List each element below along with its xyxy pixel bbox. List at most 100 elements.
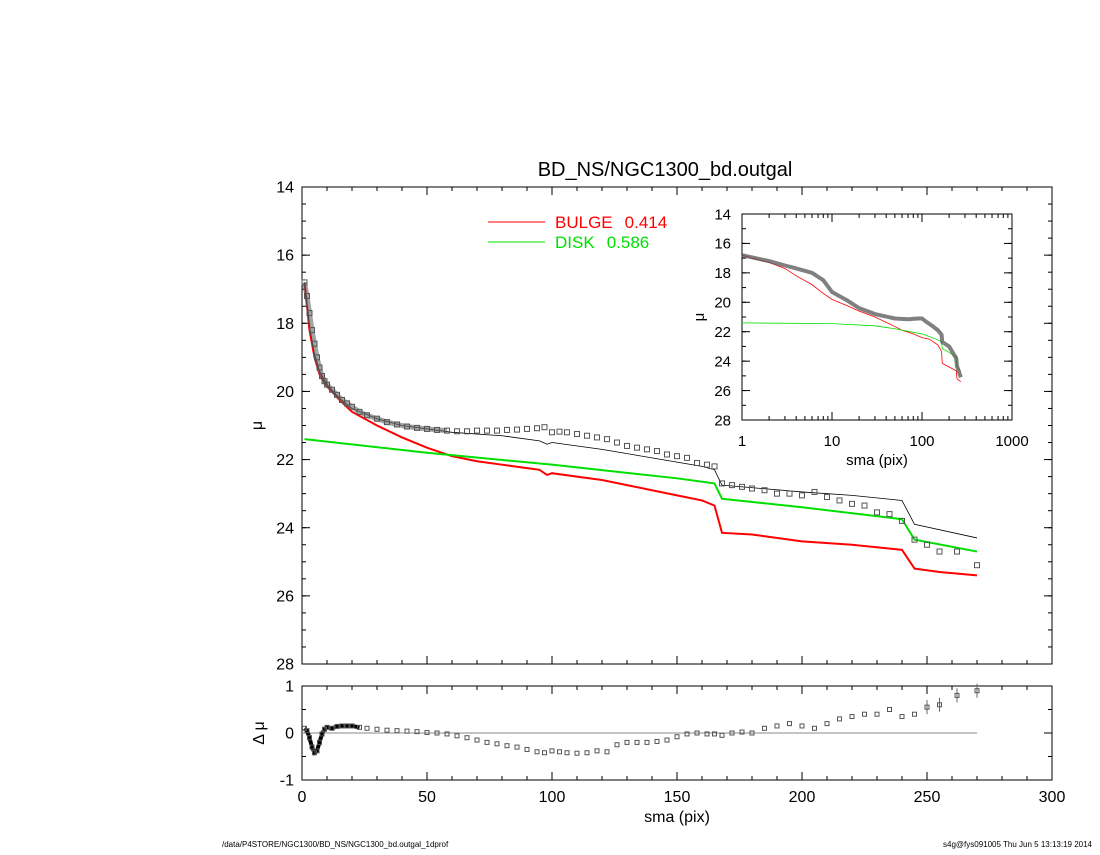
x-tick-label: 250	[914, 789, 941, 806]
legend: BULGE 0.414 DISK 0.586	[488, 213, 667, 252]
residual-point	[304, 728, 310, 734]
data-point	[954, 548, 960, 555]
data-point	[861, 502, 868, 509]
residual-point	[974, 688, 980, 694]
residual-point	[484, 739, 490, 745]
data-point	[329, 386, 335, 393]
residual-point	[874, 711, 880, 717]
data-point	[384, 419, 390, 426]
data-point	[604, 436, 610, 443]
residual-point	[594, 748, 600, 754]
data-point	[719, 480, 725, 487]
data-point	[584, 432, 590, 439]
data-point	[729, 482, 735, 489]
data-point	[899, 517, 905, 524]
data-point	[549, 429, 555, 436]
residual-point	[762, 725, 767, 731]
data-point	[739, 483, 745, 490]
residual-point	[694, 730, 700, 736]
residual-point	[384, 727, 390, 733]
data-point	[774, 490, 780, 497]
data-point	[574, 431, 580, 438]
data-inner-trace	[302, 281, 448, 434]
x-tick-label: 1000	[995, 433, 1028, 450]
residual-point	[774, 723, 780, 729]
data-point	[684, 454, 690, 461]
y-tick-label: 24	[276, 520, 294, 537]
residual-point	[534, 749, 540, 755]
residual-point	[799, 723, 805, 729]
data-point	[836, 497, 843, 504]
residual-point	[549, 748, 555, 754]
x-tick-label: 200	[789, 789, 816, 806]
residual-point	[344, 723, 350, 729]
residual-point	[319, 731, 325, 737]
data-point	[444, 427, 450, 434]
data-point	[886, 511, 893, 518]
residual-point	[444, 731, 450, 737]
data-point	[624, 442, 630, 449]
data-point	[824, 494, 830, 501]
x-tick-label: 150	[664, 789, 691, 806]
data-point	[424, 425, 430, 432]
residual-point	[624, 739, 630, 745]
y-tick-label: 26	[276, 588, 294, 605]
residual-point	[837, 716, 842, 722]
data-point	[811, 488, 818, 495]
residual-point	[719, 732, 725, 738]
data-point	[306, 310, 313, 317]
data-point	[524, 425, 530, 432]
y-tick-label: 28	[714, 412, 731, 429]
data-point	[414, 424, 420, 431]
data-point	[349, 403, 355, 410]
data-point	[761, 487, 768, 494]
y-tick-label: 28	[276, 657, 294, 674]
residual-point	[329, 725, 335, 731]
x-axis-label: sma (pix)	[644, 809, 710, 826]
data-point	[404, 423, 410, 430]
residual-point	[644, 739, 650, 745]
residual-point	[574, 750, 580, 756]
y-tick-label: 20	[714, 295, 731, 312]
data-point	[711, 463, 718, 470]
data-point	[484, 427, 490, 434]
x-axis-label: sma (pix)	[846, 452, 908, 469]
residual-point	[712, 731, 717, 737]
residual-point	[729, 730, 735, 736]
residual-point	[924, 704, 930, 710]
y-tick-label: -1	[280, 773, 294, 790]
data-point	[464, 428, 470, 435]
residual-point	[542, 750, 547, 756]
data-point	[556, 428, 563, 435]
data-point	[316, 364, 323, 371]
y-tick-label: 16	[714, 236, 731, 253]
x-tick-label: 0	[298, 789, 307, 806]
inset-series-bulge-line	[741, 254, 962, 383]
residual-point	[654, 738, 660, 744]
data-point	[324, 381, 330, 388]
residual-point	[454, 733, 460, 739]
residual-point	[504, 743, 510, 749]
x-tick-label: 300	[1039, 789, 1066, 806]
data-point	[674, 453, 680, 460]
residual-point	[404, 728, 410, 734]
residual-point	[937, 702, 942, 708]
residual-point	[812, 725, 817, 731]
residual-point	[334, 723, 340, 729]
data-point	[541, 424, 548, 431]
data-point	[594, 434, 600, 441]
data-point	[504, 426, 510, 433]
y-tick-label: 20	[276, 384, 294, 401]
residual-point	[824, 721, 830, 727]
residual-point	[524, 746, 530, 752]
residual-point	[899, 714, 905, 720]
residual-point	[634, 739, 640, 745]
residual-point	[614, 742, 620, 748]
residual-point	[309, 744, 315, 750]
y-tick-label: 26	[714, 383, 731, 400]
data-point	[304, 293, 310, 300]
data-point	[786, 490, 793, 497]
legend-disk-label: DISK 0.586	[555, 233, 649, 252]
data-point	[614, 439, 620, 446]
inset-series-disk-line	[741, 322, 962, 372]
